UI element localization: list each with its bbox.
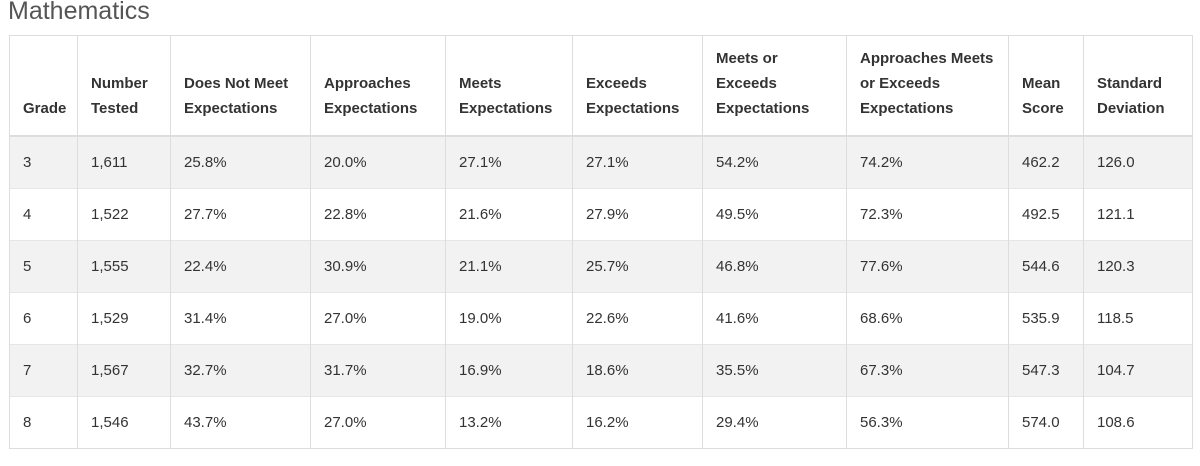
- table-cell: 1,522: [77, 187, 171, 240]
- table-cell: 25.7%: [572, 239, 703, 292]
- table-cell: 8: [9, 395, 78, 448]
- table-cell: 41.6%: [702, 291, 847, 344]
- table-cell: 32.7%: [170, 343, 311, 396]
- table-row: 5 1,555 22.4% 30.9% 21.1% 25.7% 46.8% 77.6% 544.…: [9, 239, 1193, 292]
- table-cell: 7: [9, 343, 78, 396]
- table-cell: 1,567: [77, 343, 171, 396]
- table-cell: 74.2%: [846, 135, 1009, 188]
- table-cell: 1,546: [77, 395, 171, 448]
- column-header: Meets Expectations: [445, 35, 573, 137]
- table-cell: 3: [9, 135, 78, 188]
- table-cell: 77.6%: [846, 239, 1009, 292]
- page-title: Mathematics: [8, 0, 150, 25]
- column-header: Approaches Meets or Exceeds Expectations: [846, 35, 1009, 137]
- table-cell: 27.0%: [310, 291, 446, 344]
- table-row: 6 1,529 31.4% 27.0% 19.0% 22.6% 41.6% 68.6% 535.…: [9, 291, 1193, 344]
- table-cell: 462.2: [1008, 135, 1084, 188]
- table-cell: 120.3: [1083, 239, 1193, 292]
- table-row: 3 1,611 25.8% 20.0% 27.1% 27.1% 54.2% 74.2% 462.…: [9, 135, 1193, 188]
- table-cell: 18.6%: [572, 343, 703, 396]
- table-cell: 25.8%: [170, 135, 311, 188]
- column-header: Standard Deviation: [1083, 35, 1193, 137]
- column-header: Meets or Exceeds Expectations: [702, 35, 847, 137]
- table-cell: 21.1%: [445, 239, 573, 292]
- table-cell: 31.4%: [170, 291, 311, 344]
- table-cell: 56.3%: [846, 395, 1009, 448]
- header-row: Grade Number Tested Does Not Meet Expectat…: [9, 35, 1193, 137]
- table-cell: 126.0: [1083, 135, 1193, 188]
- table-cell: 1,529: [77, 291, 171, 344]
- table-cell: 27.7%: [170, 187, 311, 240]
- table-cell: 16.9%: [445, 343, 573, 396]
- table-cell: 30.9%: [310, 239, 446, 292]
- column-header: Mean Score: [1008, 35, 1084, 137]
- table-cell: 13.2%: [445, 395, 573, 448]
- table-cell: 35.5%: [702, 343, 847, 396]
- table-row: 7 1,567 32.7% 31.7% 16.9% 18.6% 35.5% 67.3% 547.…: [9, 343, 1193, 396]
- table-cell: 49.5%: [702, 187, 847, 240]
- table-cell: 27.0%: [310, 395, 446, 448]
- table-cell: 46.8%: [702, 239, 847, 292]
- table-cell: 118.5: [1083, 291, 1193, 344]
- table-cell: 27.1%: [572, 135, 703, 188]
- table-cell: 67.3%: [846, 343, 1009, 396]
- table-cell: 544.6: [1008, 239, 1084, 292]
- table-cell: 535.9: [1008, 291, 1084, 344]
- table-cell: 121.1: [1083, 187, 1193, 240]
- table-cell: 4: [9, 187, 78, 240]
- data-table: Grade Number Tested Does Not Meet Expectat…: [9, 35, 1193, 449]
- table-cell: 20.0%: [310, 135, 446, 188]
- table-cell: 22.8%: [310, 187, 446, 240]
- table-cell: 22.6%: [572, 291, 703, 344]
- table-body: 3 1,611 25.8% 20.0% 27.1% 27.1% 54.2% 74.2% 462.…: [9, 135, 1193, 448]
- column-header: Does Not Meet Expectations: [170, 35, 311, 137]
- table-cell: 6: [9, 291, 78, 344]
- table-cell: 54.2%: [702, 135, 847, 188]
- column-header: Approaches Expectations: [310, 35, 446, 137]
- table-cell: 547.3: [1008, 343, 1084, 396]
- table-cell: 108.6: [1083, 395, 1193, 448]
- table-cell: 574.0: [1008, 395, 1084, 448]
- table-cell: 5: [9, 239, 78, 292]
- table-cell: 104.7: [1083, 343, 1193, 396]
- table-cell: 492.5: [1008, 187, 1084, 240]
- table-cell: 72.3%: [846, 187, 1009, 240]
- column-header: Exceeds Expectations: [572, 35, 703, 137]
- table-cell: 22.4%: [170, 239, 311, 292]
- table-cell: 29.4%: [702, 395, 847, 448]
- table-cell: 27.1%: [445, 135, 573, 188]
- table-cell: 21.6%: [445, 187, 573, 240]
- table-cell: 1,555: [77, 239, 171, 292]
- column-header: Grade: [9, 35, 78, 137]
- table-cell: 31.7%: [310, 343, 446, 396]
- table-row: 8 1,546 43.7% 27.0% 13.2% 16.2% 29.4% 56.3% 574.…: [9, 395, 1193, 448]
- column-header: Number Tested: [77, 35, 171, 137]
- table-cell: 19.0%: [445, 291, 573, 344]
- table-cell: 68.6%: [846, 291, 1009, 344]
- table-row: 4 1,522 27.7% 22.8% 21.6% 27.9% 49.5% 72.3% 492.…: [9, 187, 1193, 240]
- table-cell: 1,611: [77, 135, 171, 188]
- table-cell: 27.9%: [572, 187, 703, 240]
- table-cell: 16.2%: [572, 395, 703, 448]
- table-cell: 43.7%: [170, 395, 311, 448]
